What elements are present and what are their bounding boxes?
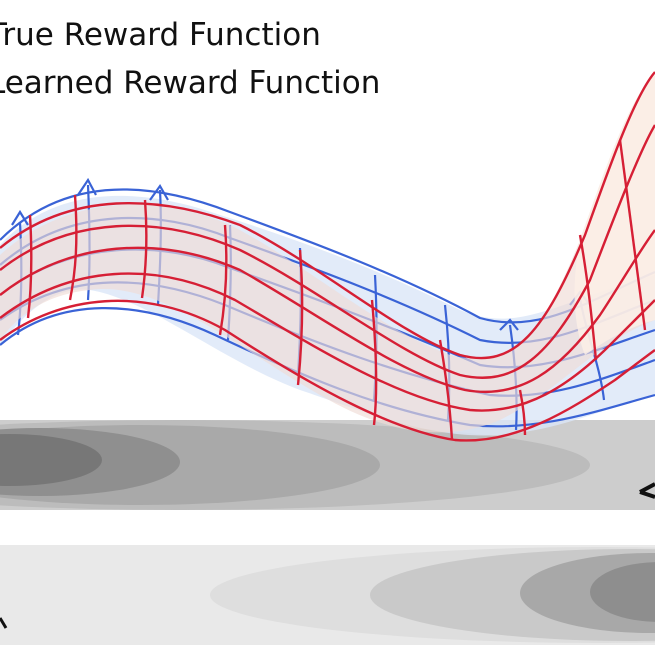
upper-contour-core (0, 434, 102, 486)
lower-plane-corner-marker (0, 617, 8, 629)
lower-contour-core (590, 562, 655, 622)
legend-item-true-reward: True Reward Function (0, 17, 321, 53)
upper-plane-corner-marker (639, 482, 655, 499)
learned-reward-surface (0, 71, 655, 442)
projection-planes (0, 420, 655, 645)
legend: True Reward Function Learned Reward Func… (0, 17, 380, 101)
learned-surface-fill (0, 75, 655, 433)
legend-item-learned-reward: Learned Reward Function (0, 65, 380, 101)
